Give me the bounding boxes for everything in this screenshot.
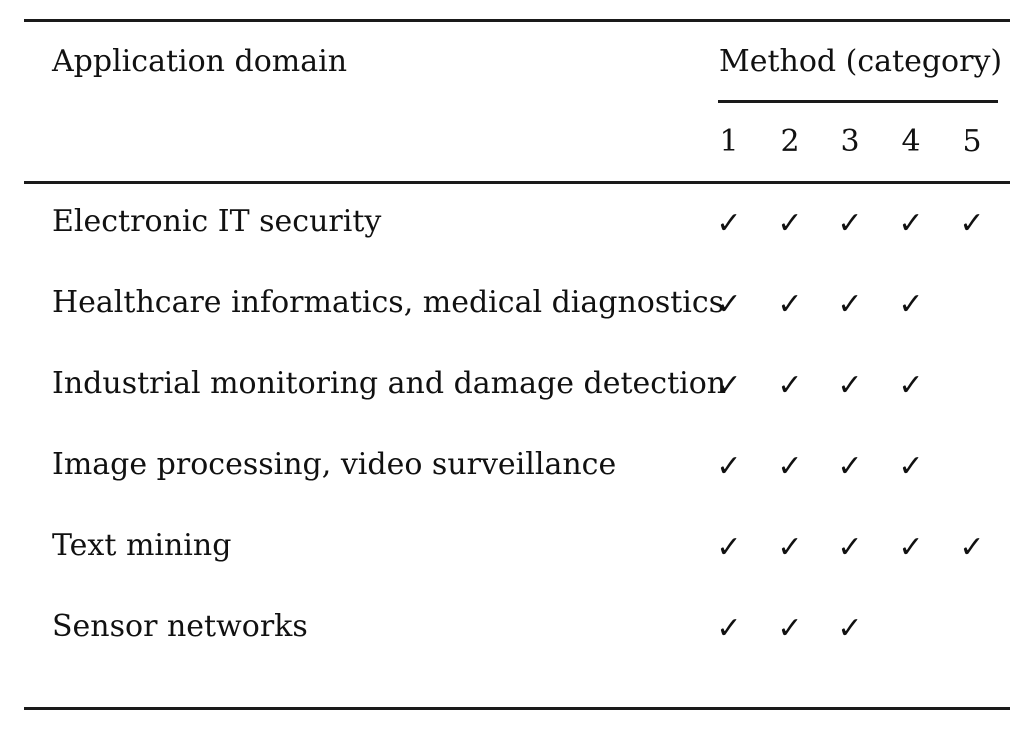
checkmark-icon: ✓ [716, 530, 742, 565]
checkmark-icon: ✓ [716, 611, 742, 646]
checkmark-icon: ✓ [837, 368, 863, 403]
method-group-rule [718, 100, 998, 103]
checkmark-icon: ✓ [898, 530, 924, 565]
checkmark-icon: ✓ [898, 206, 924, 241]
checkmark-icon: ✓ [777, 206, 803, 241]
header-application-domain: Application domain [52, 44, 348, 79]
bottom-rule [24, 707, 1010, 710]
checkmark-icon: ✓ [837, 530, 863, 565]
column-header-2: 2 [780, 124, 800, 159]
checkmark-icon: ✓ [898, 368, 924, 403]
top-rule [24, 19, 1010, 22]
row-domain-label: Industrial monitoring and damage detecti… [52, 366, 727, 401]
checkmark-icon: ✓ [716, 287, 742, 322]
checkmark-icon: ✓ [898, 287, 924, 322]
checkmark-icon: ✓ [959, 206, 985, 241]
checkmark-icon: ✓ [959, 530, 985, 565]
column-header-3: 3 [840, 124, 860, 159]
checkmark-icon: ✓ [837, 611, 863, 646]
checkmark-icon: ✓ [777, 611, 803, 646]
checkmark-icon: ✓ [777, 449, 803, 484]
checkmark-icon: ✓ [777, 287, 803, 322]
checkmark-icon: ✓ [777, 368, 803, 403]
row-domain-label: Text mining [52, 528, 232, 563]
row-domain-label: Sensor networks [52, 609, 308, 644]
checkmark-icon: ✓ [716, 206, 742, 241]
checkmark-icon: ✓ [898, 449, 924, 484]
row-domain-label: Healthcare informatics, medical diagnost… [52, 285, 725, 320]
column-header-5: 5 [962, 124, 982, 159]
checkmark-icon: ✓ [837, 206, 863, 241]
row-domain-label: Image processing, video surveillance [52, 447, 617, 482]
checkmark-icon: ✓ [777, 530, 803, 565]
column-header-1: 1 [719, 124, 739, 159]
checkmark-icon: ✓ [837, 449, 863, 484]
checkmark-icon: ✓ [837, 287, 863, 322]
header-method-category: Method (category) [719, 44, 1003, 79]
checkmark-icon: ✓ [716, 368, 742, 403]
checkmark-icon: ✓ [716, 449, 742, 484]
column-header-4: 4 [901, 124, 921, 159]
header-rule [24, 181, 1010, 184]
row-domain-label: Electronic IT security [52, 204, 382, 239]
